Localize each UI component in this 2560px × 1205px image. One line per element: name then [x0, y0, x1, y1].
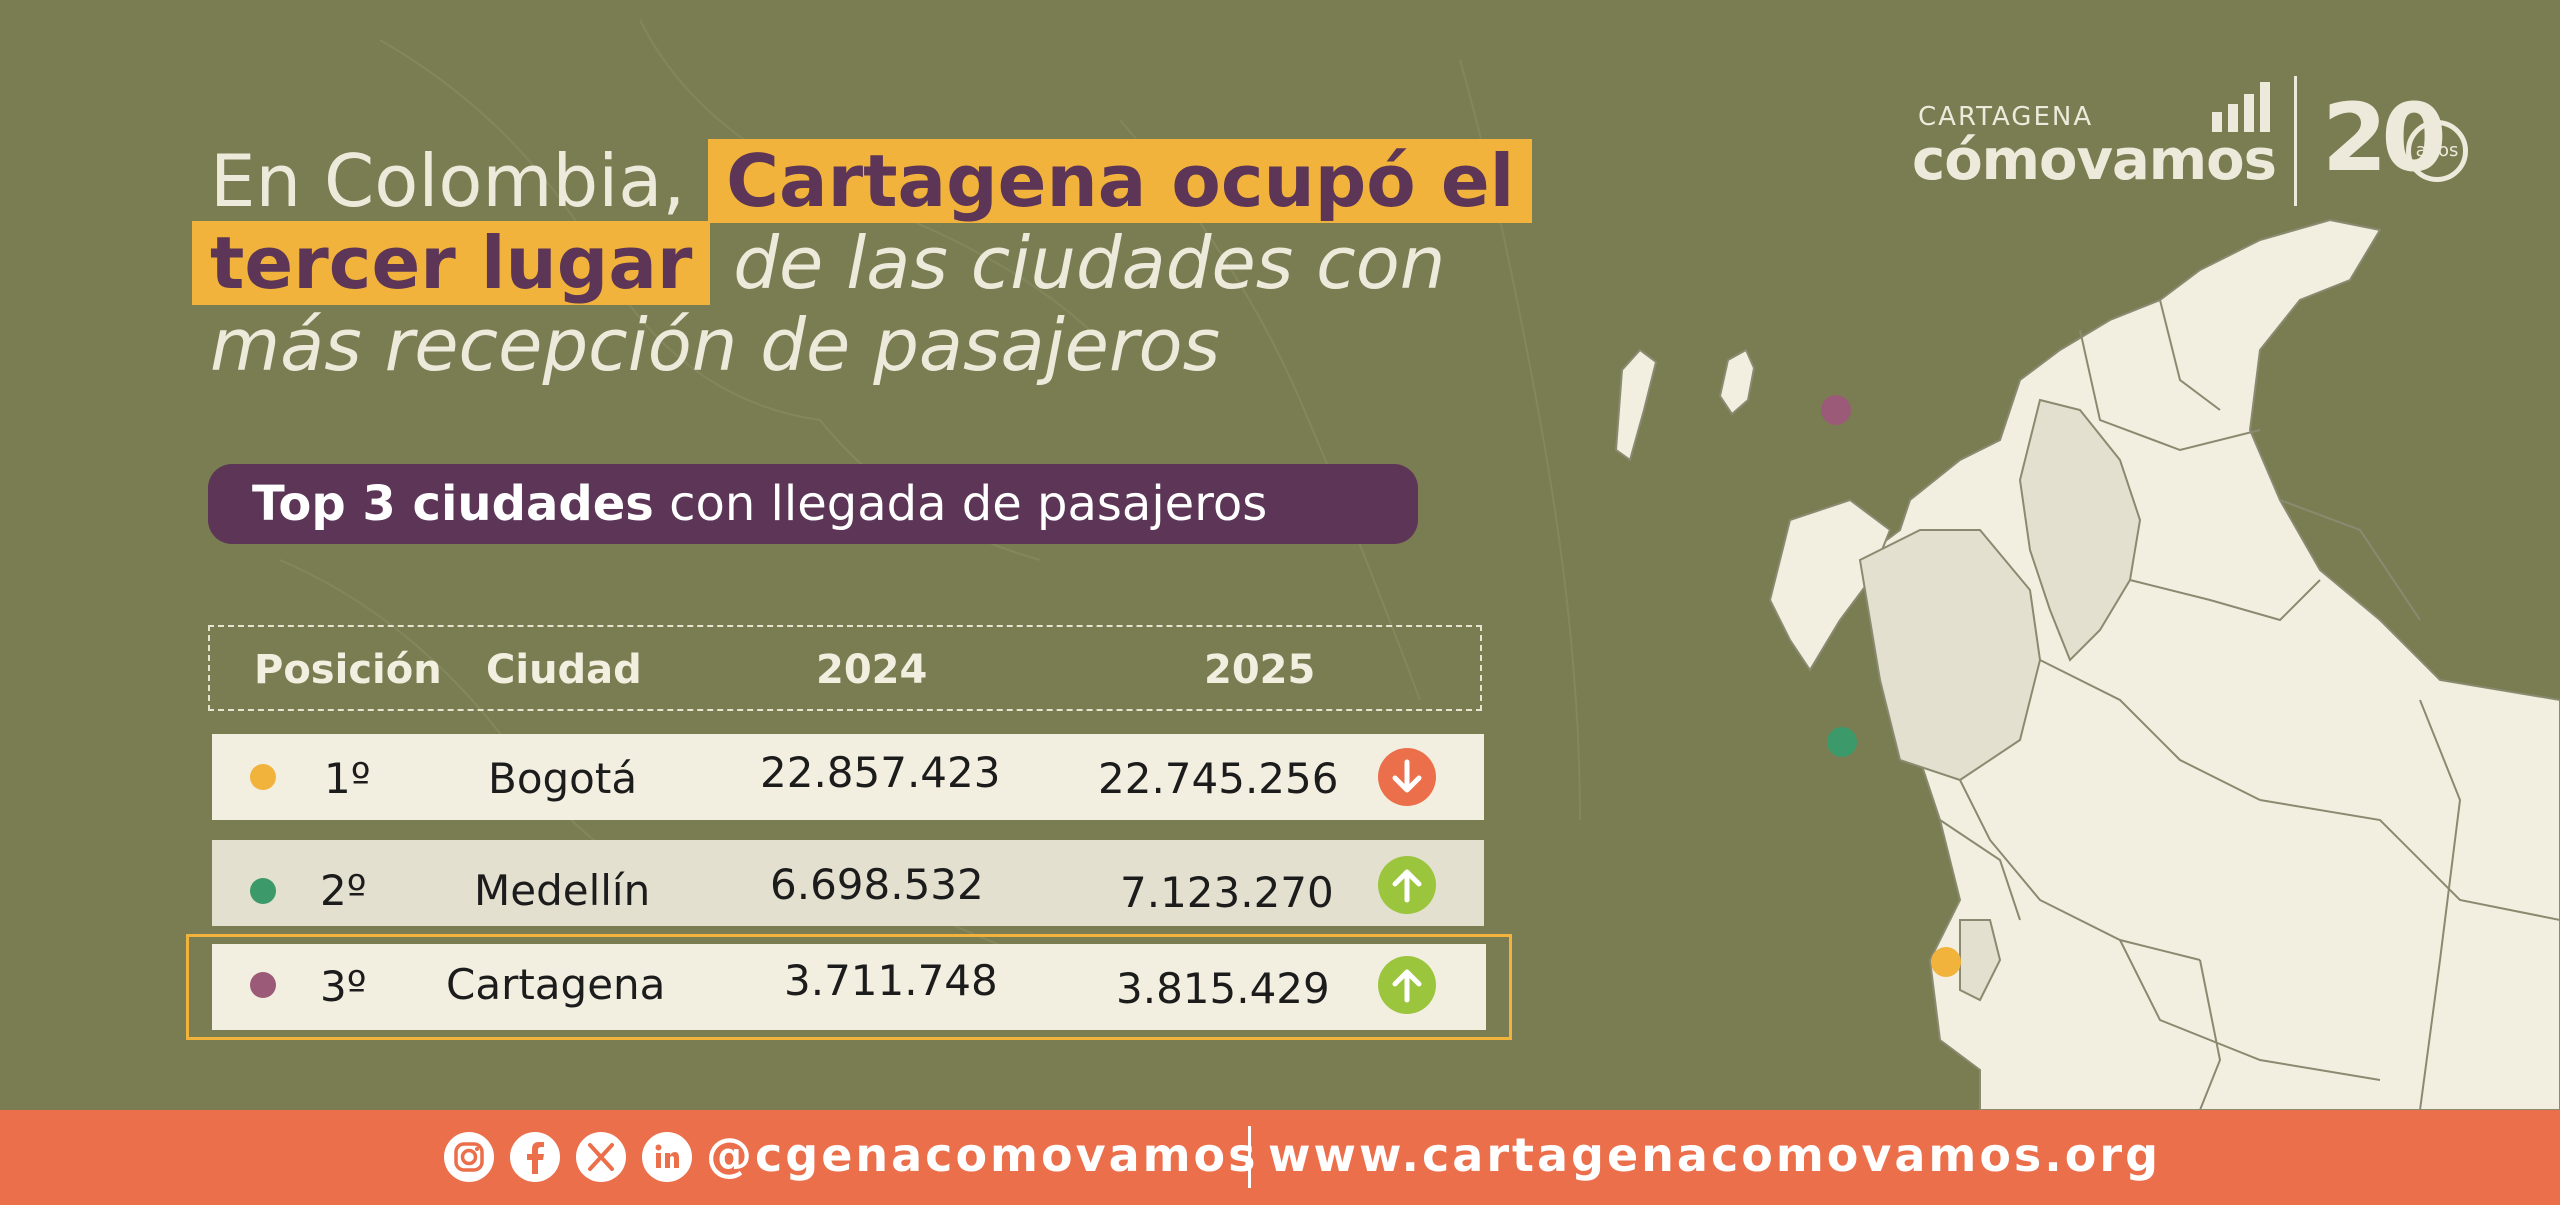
row-city: Bogotá	[488, 754, 638, 803]
row-city: Medellín	[474, 866, 651, 915]
headline-highlight-1: Cartagena ocupó el	[708, 139, 1533, 223]
header-position: Posición	[254, 647, 442, 693]
headline-rest-1: de las ciudades con	[710, 221, 1446, 305]
headline: En Colombia, Cartagena ocupó el tercer l…	[192, 139, 1570, 387]
header-2024: 2024	[816, 647, 928, 693]
logo-small-text: CARTAGENA	[1918, 102, 2094, 132]
region-bolivar	[2018, 398, 2142, 662]
row-2025: 22.745.256	[1098, 754, 1339, 803]
medellin-marker	[1827, 727, 1857, 757]
subtitle-banner: Top 3 ciudades con llegada de pasajeros	[208, 464, 1418, 544]
row-dot	[250, 764, 276, 790]
row-position: 2º	[320, 866, 367, 915]
subtitle-bold: Top 3 ciudades	[252, 476, 654, 532]
colombia-map	[1614, 218, 2560, 1110]
northwest-coast	[1768, 498, 1892, 672]
arrow-down-icon	[1378, 748, 1436, 806]
island-west	[1614, 348, 1658, 462]
headline-highlight-2: tercer lugar	[192, 221, 711, 305]
footer-separator	[1248, 1126, 1251, 1188]
table-row: 2º Medellín 6.698.532 7.123.270	[212, 840, 1484, 926]
facebook-icon[interactable]	[510, 1132, 560, 1182]
table-row: 1º Bogotá 22.857.423 22.745.256	[212, 734, 1484, 820]
x-icon[interactable]	[576, 1132, 626, 1182]
website-link[interactable]: www.cartagenacomovamos.org	[1268, 1128, 2161, 1182]
row-2025: 3.815.429	[1116, 964, 1330, 1013]
row-2024: 6.698.532	[770, 860, 984, 909]
linkedin-icon[interactable]	[642, 1132, 692, 1182]
row-2024: 3.711.748	[784, 956, 998, 1005]
row-position: 1º	[324, 754, 371, 803]
table-header: Posición Ciudad 2024 2025	[208, 625, 1482, 711]
footer: @cgenacomovamos www.cartagenacomovamos.o…	[0, 1110, 2560, 1205]
header-2025: 2025	[1204, 647, 1316, 693]
row-dot	[250, 878, 276, 904]
logo-separator	[2294, 76, 2297, 206]
cartagena-highlight-frame	[186, 934, 1512, 1040]
header-city: Ciudad	[486, 647, 642, 693]
headline-rest-2: más recepción de pasajeros	[210, 303, 1221, 387]
arrow-up-icon	[1378, 856, 1436, 914]
table-row: 3º Cartagena 3.711.748 3.815.429	[212, 944, 1486, 1030]
social-handle[interactable]: @cgenacomovamos	[706, 1128, 1259, 1182]
row-position: 3º	[320, 962, 367, 1011]
row-dot	[250, 972, 276, 998]
cartagena-marker	[1821, 395, 1851, 425]
row-2024: 22.857.423	[760, 748, 1001, 797]
region-antioquia	[1858, 529, 2042, 782]
instagram-icon[interactable]	[444, 1132, 494, 1182]
logo-big-text: cómovamos	[1912, 128, 2277, 193]
row-2025: 7.123.270	[1120, 868, 1334, 917]
signal-bars-icon	[2212, 82, 2270, 132]
arrow-up-icon	[1378, 956, 1436, 1014]
bogota-marker	[1931, 947, 1961, 977]
logo-anos: años	[2406, 120, 2468, 182]
island-east	[1718, 348, 1756, 416]
region-cundinamarca	[1959, 919, 2002, 1002]
subtitle-rest: con llegada de pasajeros	[653, 476, 1268, 532]
row-city: Cartagena	[446, 960, 666, 1009]
headline-lead: En Colombia,	[210, 139, 709, 223]
